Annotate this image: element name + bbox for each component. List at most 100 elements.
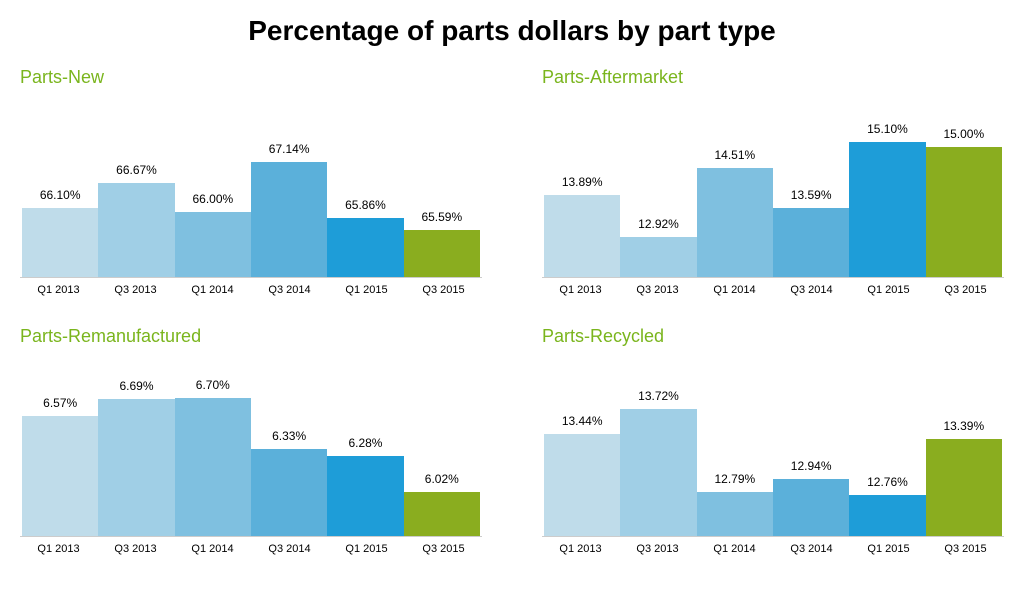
xtick-label: Q3 2015 — [927, 284, 1004, 296]
bar-value-label: 12.92% — [638, 217, 679, 231]
xaxis: Q1 2013Q3 2013Q1 2014Q3 2014Q1 2015Q3 20… — [20, 284, 482, 296]
bar-wrap: 67.14% — [251, 98, 327, 277]
xaxis: Q1 2013Q3 2013Q1 2014Q3 2014Q1 2015Q3 20… — [542, 543, 1004, 555]
xtick-label: Q1 2013 — [20, 284, 97, 296]
bar-value-label: 66.10% — [40, 188, 81, 202]
bar — [175, 212, 251, 277]
bar-wrap: 13.44% — [544, 357, 620, 536]
bar — [98, 183, 174, 277]
xtick-label: Q1 2015 — [850, 543, 927, 555]
bar — [327, 218, 403, 277]
bar — [926, 439, 1002, 536]
chart-parts-new: 66.10% 66.67% 66.00% 67.14% 65.86% 65.59% — [20, 98, 482, 278]
xtick-label: Q1 2013 — [542, 543, 619, 555]
xtick-label: Q1 2013 — [542, 284, 619, 296]
bar-wrap: 65.86% — [327, 98, 403, 277]
xtick-label: Q1 2014 — [696, 284, 773, 296]
bar-wrap: 66.10% — [22, 98, 98, 277]
xtick-label: Q3 2014 — [251, 284, 328, 296]
bar-wrap: 65.59% — [404, 98, 480, 277]
xtick-label: Q3 2013 — [619, 284, 696, 296]
bar-wrap: 15.00% — [926, 98, 1002, 277]
bar-value-label: 15.00% — [943, 127, 984, 141]
bar-value-label: 12.94% — [791, 459, 832, 473]
bar-value-label: 12.79% — [714, 472, 755, 486]
bar — [175, 398, 251, 536]
bar — [620, 409, 696, 536]
bar-value-label: 13.39% — [943, 419, 984, 433]
panel-title: Parts-Recycled — [542, 326, 1004, 347]
panel-title: Parts-Aftermarket — [542, 67, 1004, 88]
bar-value-label: 66.67% — [116, 163, 157, 177]
panel-title: Parts-Remanufactured — [20, 326, 482, 347]
bar-value-label: 66.00% — [192, 192, 233, 206]
bar — [98, 399, 174, 536]
bar — [544, 195, 620, 277]
xtick-label: Q3 2013 — [97, 543, 174, 555]
bar — [404, 230, 480, 277]
xaxis: Q1 2013Q3 2013Q1 2014Q3 2014Q1 2015Q3 20… — [20, 543, 482, 555]
bar-value-label: 6.28% — [348, 436, 382, 450]
bar-value-label: 6.02% — [425, 472, 459, 486]
bar-value-label: 6.33% — [272, 429, 306, 443]
bar-value-label: 6.69% — [119, 379, 153, 393]
bar-wrap: 6.02% — [404, 357, 480, 536]
bar — [404, 492, 480, 536]
bar-value-label: 13.89% — [562, 175, 603, 189]
xtick-label: Q1 2013 — [20, 543, 97, 555]
bar-value-label: 65.59% — [421, 210, 462, 224]
bar-value-label: 13.59% — [791, 188, 832, 202]
bar-wrap: 13.59% — [773, 98, 849, 277]
bar-wrap: 13.89% — [544, 98, 620, 277]
bar-value-label: 6.70% — [196, 378, 230, 392]
page-title: Percentage of parts dollars by part type — [20, 15, 1004, 47]
bar-wrap: 6.28% — [327, 357, 403, 536]
chart-parts-recycled: 13.44%13.72%12.79%12.94%12.76%13.39% — [542, 357, 1004, 537]
xtick-label: Q1 2014 — [696, 543, 773, 555]
bar-wrap: 66.00% — [175, 98, 251, 277]
xtick-label: Q3 2013 — [97, 284, 174, 296]
bar — [773, 208, 849, 277]
bar — [697, 492, 773, 536]
bar — [251, 162, 327, 277]
xtick-label: Q3 2015 — [405, 284, 482, 296]
bar — [620, 237, 696, 277]
xtick-label: Q1 2014 — [174, 543, 251, 555]
panel-parts-aftermarket: Parts-Aftermarket 13.89% 12.92% 14.51% 13.5… — [542, 67, 1004, 296]
bar-wrap: 6.69% — [98, 357, 174, 536]
xtick-label: Q1 2015 — [328, 284, 405, 296]
bar — [849, 142, 925, 277]
bar — [697, 168, 773, 277]
bar-wrap: 13.39% — [926, 357, 1002, 536]
bar-wrap: 12.94% — [773, 357, 849, 536]
bar-wrap: 6.57% — [22, 357, 98, 536]
xtick-label: Q1 2015 — [328, 543, 405, 555]
chart-grid: Parts-New 66.10%66.67%66.00%67.14%65.86%… — [20, 67, 1004, 555]
bar — [926, 147, 1002, 277]
chart-parts-remanufactured: 6.57% 6.69% 6.70% 6.33% 6.28% 6.02% — [20, 357, 482, 537]
xtick-label: Q3 2013 — [619, 543, 696, 555]
bar — [22, 208, 98, 277]
xtick-label: Q3 2015 — [927, 543, 1004, 555]
bar-value-label: 65.86% — [345, 198, 386, 212]
bar-wrap: 6.33% — [251, 357, 327, 536]
bar-value-label: 15.10% — [867, 122, 908, 136]
bar-wrap: 6.70% — [175, 357, 251, 536]
bar-wrap: 14.51% — [697, 98, 773, 277]
xtick-label: Q1 2015 — [850, 284, 927, 296]
bar-wrap: 12.79% — [697, 357, 773, 536]
chart-parts-aftermarket: 13.89% 12.92% 14.51% 13.59% 15.10% 15.00% — [542, 98, 1004, 278]
bar-value-label: 6.57% — [43, 396, 77, 410]
xtick-label: Q3 2014 — [773, 543, 850, 555]
bar-value-label: 14.51% — [714, 148, 755, 162]
xtick-label: Q3 2014 — [251, 543, 328, 555]
bar — [327, 456, 403, 536]
bar-wrap: 15.10% — [849, 98, 925, 277]
xtick-label: Q3 2015 — [405, 543, 482, 555]
bar-wrap: 66.67% — [98, 98, 174, 277]
panel-parts-recycled: Parts-Recycled 13.44%13.72%12.79%12.94%1… — [542, 326, 1004, 555]
panel-parts-new: Parts-New 66.10%66.67%66.00%67.14%65.86%… — [20, 67, 482, 296]
bar-wrap: 12.92% — [620, 98, 696, 277]
bar — [849, 495, 925, 536]
xtick-label: Q3 2014 — [773, 284, 850, 296]
